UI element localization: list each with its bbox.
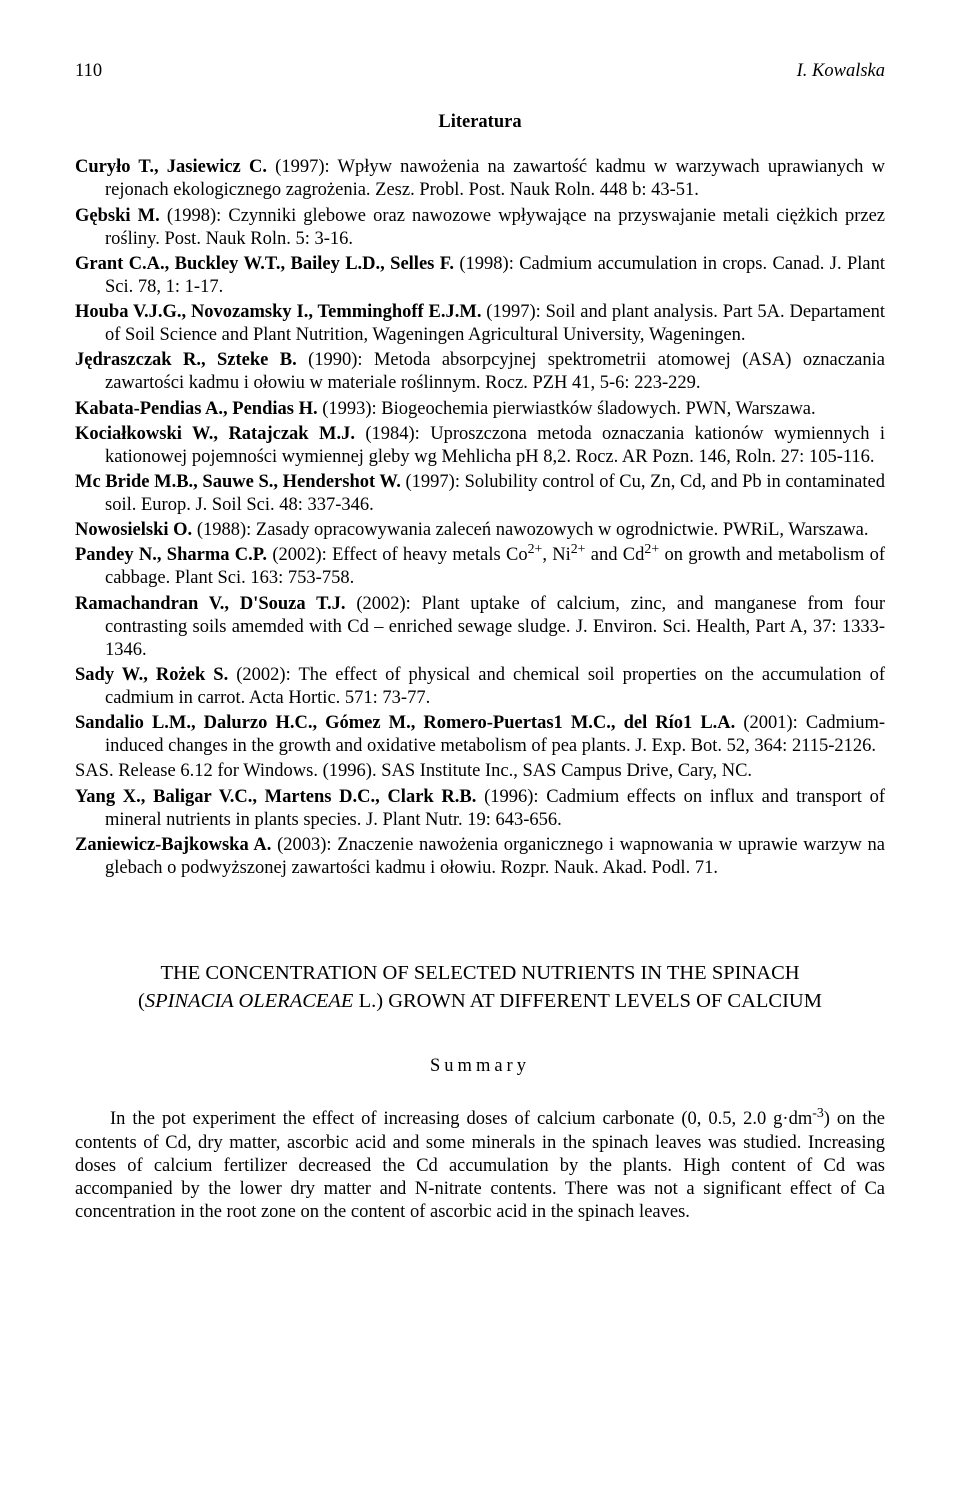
reference-entry: Kociałkowski W., Ratajczak M.J. (1984): … xyxy=(75,423,885,469)
summary-heading: Summary xyxy=(75,1055,885,1078)
article-title-line2-rest: L.) GROWN AT DIFFERENT LEVELS OF CALCIUM xyxy=(353,990,821,1012)
reference-entry: Yang X., Baligar V.C., Martens D.C., Cla… xyxy=(75,786,885,832)
article-title-line2-italic: SPINACIA OLERACEAE xyxy=(145,990,354,1012)
reference-entry: Jędraszczak R., Szteke B. (1990): Metoda… xyxy=(75,349,885,395)
reference-entry: Kabata-Pendias A., Pendias H. (1993): Bi… xyxy=(75,398,885,421)
reference-entry: Grant C.A., Buckley W.T., Bailey L.D., S… xyxy=(75,253,885,299)
reference-entry: Sady W., Rożek S. (2002): The effect of … xyxy=(75,664,885,710)
reference-entry: SAS. Release 6.12 for Windows. (1996). S… xyxy=(75,760,885,783)
reference-entry: Gębski M. (1998): Czynniki glebowe oraz … xyxy=(75,205,885,251)
reference-entry: Pandey N., Sharma C.P. (2002): Effect of… xyxy=(75,544,885,590)
running-head: I. Kowalska xyxy=(797,60,885,83)
section-title-literatura: Literatura xyxy=(75,111,885,134)
reference-entry: Sandalio L.M., Dalurzo H.C., Gómez M., R… xyxy=(75,712,885,758)
reference-entry: Ramachandran V., D'Souza T.J. (2002): Pl… xyxy=(75,593,885,662)
summary-text: In the pot experiment the effect of incr… xyxy=(75,1108,885,1224)
article-title: THE CONCENTRATION OF SELECTED NUTRIENTS … xyxy=(75,960,885,1015)
article-title-line1: THE CONCENTRATION OF SELECTED NUTRIENTS … xyxy=(160,962,799,984)
references-list: Curyło T., Jasiewicz C. (1997): Wpływ na… xyxy=(75,156,885,880)
article-title-line2-open: ( xyxy=(138,990,145,1012)
reference-entry: Houba V.J.G., Novozamsky I., Temminghoff… xyxy=(75,301,885,347)
reference-entry: Nowosielski O. (1988): Zasady opracowywa… xyxy=(75,519,885,542)
page-header: 110 I. Kowalska xyxy=(75,60,885,83)
reference-entry: Curyło T., Jasiewicz C. (1997): Wpływ na… xyxy=(75,156,885,202)
reference-entry: Zaniewicz-Bajkowska A. (2003): Znaczenie… xyxy=(75,834,885,880)
page-number: 110 xyxy=(75,60,102,83)
reference-entry: Mc Bride M.B., Sauwe S., Hendershot W. (… xyxy=(75,471,885,517)
